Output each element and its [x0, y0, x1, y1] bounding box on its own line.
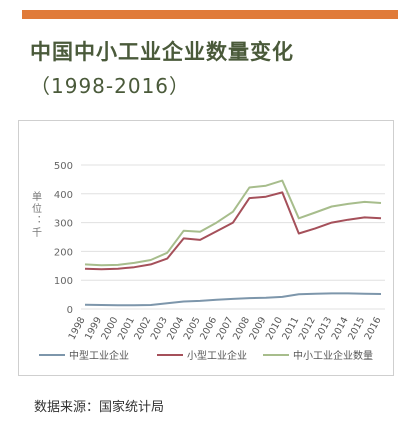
series-lines: [84, 179, 382, 307]
y-axis-label: 单位：千: [30, 191, 42, 239]
x-axis-ticks: 1998199920002001200220032004200520062007…: [67, 315, 384, 342]
gridlines: [81, 164, 385, 310]
series-line: [84, 179, 382, 267]
data-source-note: 数据来源：国家统计局: [34, 400, 165, 415]
legend-label: 中型工业企业: [69, 349, 129, 362]
x-tick-label: 2016: [363, 315, 384, 342]
y-axis-ticks: 0 100 200 300 400 500: [54, 161, 73, 316]
series-line: [84, 191, 382, 271]
y-tick-label: 400: [54, 190, 73, 201]
page-title: 中国中小工业企业数量变化: [30, 40, 294, 64]
accent-bar: [22, 10, 398, 19]
chart-container: 0 100 200 300 400 500 单位：千 1998 1999 2000 2001 20…: [18, 120, 394, 376]
page-subtitle: （1998-2016）: [30, 74, 191, 98]
y-tick-label: 300: [54, 219, 73, 230]
legend: 中型工业企业 小型工业企业 中小工业企业数量: [39, 349, 373, 362]
legend-label: 小型工业企业: [187, 349, 247, 362]
y-tick-label: 500: [54, 161, 73, 172]
y-tick-label: 200: [54, 247, 73, 258]
series-line: [84, 292, 382, 307]
legend-label: 中小工业企业数量: [293, 349, 373, 362]
line-chart: 0 100 200 300 400 500 单位：千 199819992000200120…: [30, 161, 385, 362]
y-tick-label: 0: [67, 305, 73, 316]
y-tick-label: 100: [54, 276, 73, 287]
